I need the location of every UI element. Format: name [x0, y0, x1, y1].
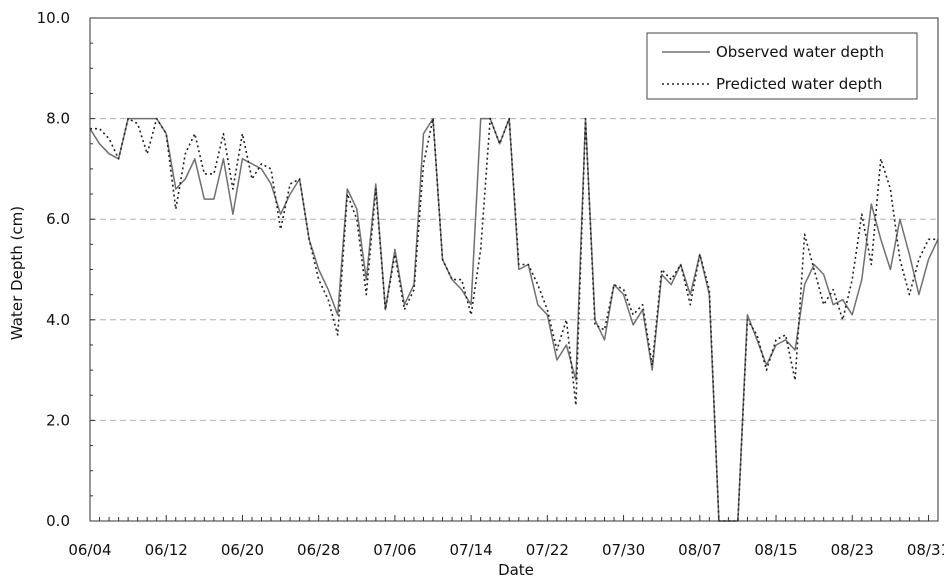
- x-tick-label: 08/15: [754, 541, 797, 559]
- x-tick-label: 08/31: [907, 541, 944, 559]
- x-tick-label: 08/23: [831, 541, 874, 559]
- x-tick-label: 07/14: [450, 541, 493, 559]
- legend: Observed water depth Predicted water dep…: [646, 32, 918, 100]
- legend-box: [646, 32, 918, 100]
- x-tick-label: 08/07: [678, 541, 721, 559]
- legend-label-observed: Observed water depth: [716, 43, 884, 61]
- y-tick-label: 10.0: [37, 9, 70, 27]
- x-tick-label: 06/12: [145, 541, 188, 559]
- y-axis-title: Water Depth (cm): [8, 206, 26, 340]
- legend-label-predicted: Predicted water depth: [716, 75, 882, 93]
- x-axis-title: Date: [498, 561, 534, 579]
- y-tick-label: 2.0: [46, 411, 70, 429]
- y-tick-label: 4.0: [46, 311, 70, 329]
- axes: [89, 17, 939, 522]
- x-tick-label: 06/28: [297, 541, 340, 559]
- y-tick-label: 6.0: [46, 210, 70, 228]
- series-predicted-line: [90, 117, 938, 522]
- x-tick-label: 07/06: [373, 541, 416, 559]
- y-tick-labels: 0.0 2.0 4.0 6.0 8.0 10.0: [37, 9, 70, 530]
- y-tick-label: 0.0: [46, 512, 70, 530]
- gridlines: [90, 118, 938, 421]
- y-tick-label: 8.0: [46, 110, 70, 128]
- x-tick-label: 07/30: [602, 541, 645, 559]
- x-tick-label: 06/04: [68, 541, 111, 559]
- x-tick-label: 07/22: [526, 541, 569, 559]
- x-tick-labels: 06/04 06/12 06/20 06/28 07/06 07/14 07/22 07/30…: [68, 541, 944, 559]
- series-layer: [89, 117, 939, 522]
- x-tick-label: 06/20: [221, 541, 264, 559]
